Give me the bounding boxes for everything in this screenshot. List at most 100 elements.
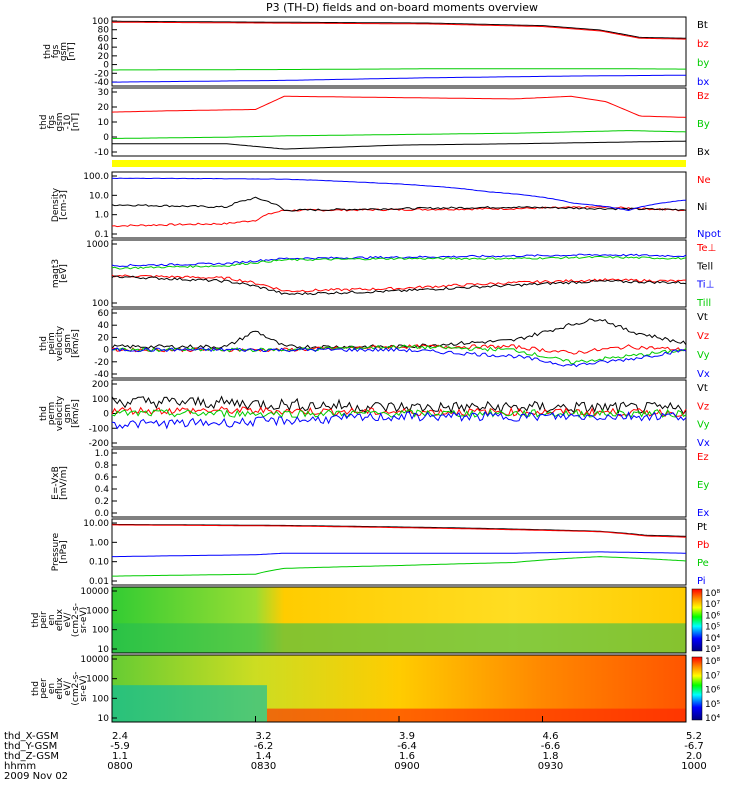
colorbar-tick-label: 10⁶ — [705, 611, 720, 621]
y-tick-label: 1000 — [86, 606, 109, 616]
y-axis-label: eV/ — [63, 680, 73, 696]
y-axis-label: velocity — [55, 395, 65, 431]
y-tick-label: 60 — [98, 309, 110, 319]
legend-label: Ti⊥ — [696, 280, 714, 291]
y-tick-label: -200 — [89, 439, 110, 449]
y-tick-label: -20 — [94, 358, 109, 368]
series-line-Vz — [111, 406, 687, 417]
y-tick-label: -40 — [94, 78, 109, 88]
y-axis-label: thd — [39, 406, 49, 421]
colorbar-tick-label: 10⁶ — [705, 686, 720, 696]
colorbar-tick-label: 10⁴ — [705, 714, 720, 724]
y-axis-label: gsm — [63, 334, 73, 353]
y-axis-label: fgs — [47, 115, 57, 129]
y-tick-label: 20 — [98, 333, 110, 343]
series-line-bx — [112, 74, 686, 83]
y-tick-label: 10 — [98, 714, 110, 724]
y-axis-label: magt3 — [51, 259, 61, 288]
y-axis-label: eflux — [55, 677, 65, 700]
legend-label: by — [697, 58, 709, 69]
y-tick-label: 1.0 — [95, 211, 110, 221]
series-line-By — [112, 130, 687, 139]
panel-efield: 1.0 0.8 0.6 0.4 0.2 0.0 E=-VxB[mV/m] Ez Ey Ex — [51, 448, 709, 519]
y-axis-label: sr-eV) — [79, 607, 89, 633]
legend-label: Till — [696, 298, 711, 309]
y-tick-label: -10 — [94, 148, 109, 158]
series-line-Vt — [111, 318, 687, 350]
legend-label: Pe — [697, 558, 709, 569]
xaxis-row-label: thd_Z-GSM — [4, 751, 59, 762]
legend-label: Te⊥ — [696, 243, 716, 254]
series-line-Ni — [111, 196, 687, 212]
y-tick-label: 100 — [92, 299, 109, 309]
series-line-Vx — [111, 347, 687, 368]
legend-label: Vz — [697, 331, 709, 342]
y-axis-label: [eV] — [59, 264, 69, 283]
series-line-Pi — [112, 551, 686, 558]
y-axis-label: thd — [31, 681, 41, 696]
y-axis-label: [nPa] — [59, 540, 69, 563]
y-tick-label: 40 — [98, 43, 110, 53]
y-axis-label: -10 — [63, 114, 73, 129]
y-tick-label: 10000 — [80, 655, 109, 665]
y-tick-label: 100.0 — [83, 172, 109, 182]
colorbar-tick-label: 10⁵ — [705, 623, 720, 633]
x-tick-label: 5.2 — [686, 731, 702, 742]
y-axis-label: gsm — [63, 404, 73, 423]
y-axis-label: eflux — [55, 608, 65, 631]
spectrogram-low-energy-band — [112, 623, 686, 653]
y-axis-label: (cm2-s- — [71, 603, 81, 637]
series-line-Pt — [112, 523, 687, 537]
y-tick-label: 100 — [92, 694, 109, 704]
y-tick-label: 0.0 — [95, 509, 110, 519]
y-tick-label: 0 — [103, 133, 109, 143]
y-axis-label: eV/ — [63, 612, 73, 628]
legend-label: Pt — [697, 522, 707, 533]
legend-label: Pb — [697, 540, 709, 551]
legend-label: Bt — [697, 20, 708, 31]
legend-label: Vt — [697, 383, 708, 394]
y-tick-label: 200 — [92, 380, 109, 390]
y-tick-label: 20 — [98, 103, 110, 113]
y-axis-label: [km/s] — [71, 329, 81, 358]
y-axis-label: [cm-3] — [59, 190, 69, 220]
y-tick-label: 40 — [98, 321, 110, 331]
legend-label: bx — [697, 77, 709, 88]
y-axis-label: [km/s] — [71, 399, 81, 428]
legend-label: Ne — [697, 175, 711, 186]
x-tick-label: 1.1 — [112, 751, 128, 762]
series-line-Bz — [111, 95, 687, 118]
panel-frame — [111, 379, 687, 448]
panel-frame — [111, 586, 687, 654]
legend-label: Ex — [697, 508, 709, 519]
colorbar-tick-label: 10⁴ — [705, 634, 720, 644]
y-tick-label: 0.2 — [95, 497, 109, 507]
legend-label: Vz — [697, 401, 709, 412]
x-tick-label: 0800 — [107, 761, 132, 772]
spectrogram-high-flux-band — [266, 708, 686, 722]
colorbar-tick-label: 10³ — [705, 645, 720, 655]
y-axis-label: [nT] — [67, 42, 77, 60]
y-tick-label: 0.6 — [95, 473, 110, 483]
y-tick-label: 100 — [92, 626, 109, 636]
legend-label: Npot — [697, 229, 721, 240]
legend-label: Ni — [697, 202, 707, 213]
legend-label: Pi — [697, 576, 706, 587]
y-tick-label: 60 — [98, 34, 110, 44]
y-tick-label: 80 — [98, 26, 110, 36]
y-tick-label: -100 — [89, 424, 110, 434]
series-line-Vy — [111, 344, 687, 365]
x-tick-label: 1.8 — [543, 751, 559, 762]
series-line-Bt — [112, 20, 686, 39]
y-axis-label: gsm — [55, 112, 65, 131]
panel-frame — [111, 239, 687, 308]
colorbar — [691, 588, 703, 652]
y-axis-label: thd — [39, 336, 49, 351]
x-tick-label: 2.4 — [112, 731, 128, 742]
series-line-Tell — [111, 275, 687, 296]
